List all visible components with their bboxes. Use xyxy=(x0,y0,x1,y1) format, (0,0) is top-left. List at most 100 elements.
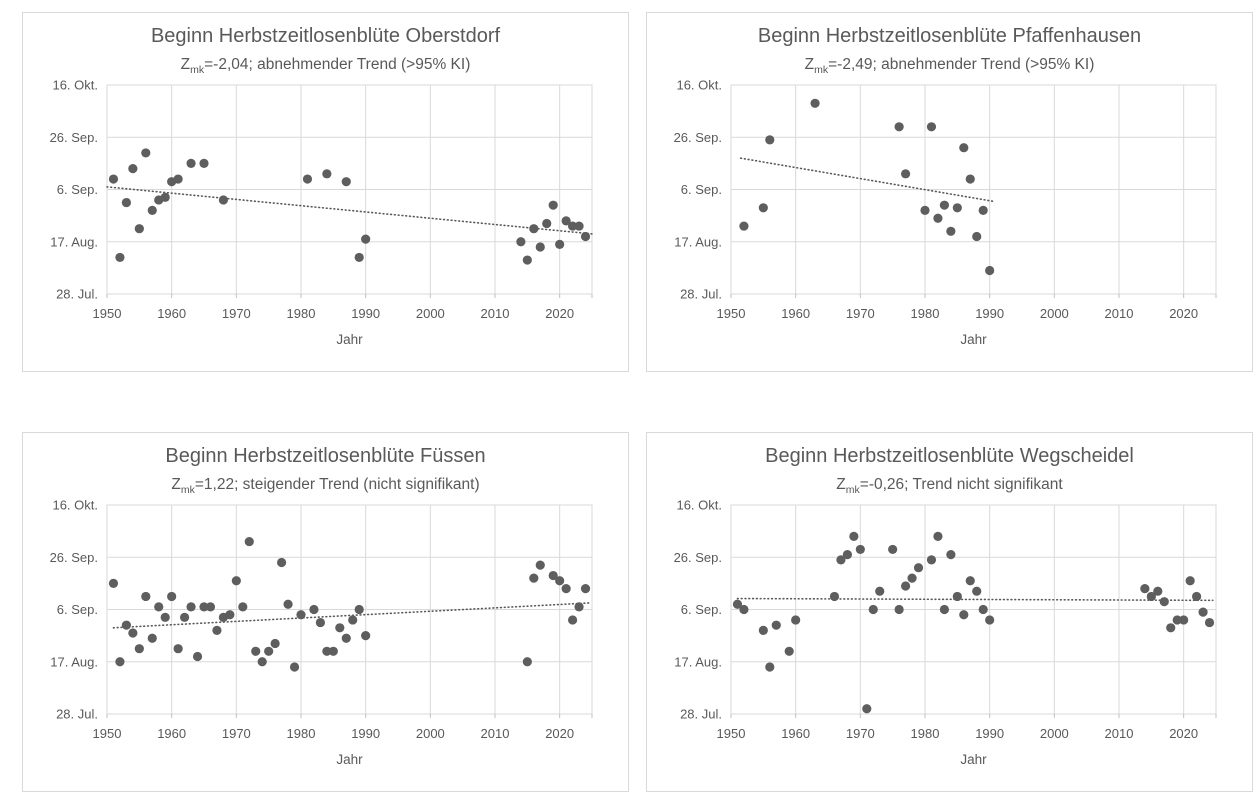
x-axis-tick-label: 2010 xyxy=(1105,726,1134,741)
data-point xyxy=(985,265,995,276)
z-statistic-symbol: Z xyxy=(180,56,191,73)
data-point xyxy=(972,231,982,242)
scatter-plot-oberstdorf: 28. Jul. 17. Aug. 6. Sep. 26. Sep. 16. Okt. 1… xyxy=(50,78,593,347)
data-point xyxy=(354,604,364,615)
data-point xyxy=(765,662,775,672)
y-axis-tick-label: 6. Sep. xyxy=(57,182,98,197)
z-statistic-subscript: mk xyxy=(814,64,829,77)
data-point xyxy=(283,599,293,609)
x-axis-tick-label: 1970 xyxy=(846,306,875,321)
chart-subtitle: Zmk=-2,04; abnehmender Trend (>95% KI) xyxy=(23,56,628,76)
chart-title: Beginn Herbstzeitlosenblüte Pfaffenhause… xyxy=(757,25,1142,47)
x-axis-tick-label: 1990 xyxy=(975,726,1004,741)
z-statistic-subscript: mk xyxy=(845,484,860,497)
x-axis-tick-label: 1950 xyxy=(93,726,122,741)
z-statistic-symbol: Z xyxy=(836,476,846,493)
data-point xyxy=(361,234,371,244)
y-axis-tick-label: 6. Sep. xyxy=(681,602,722,617)
data-point xyxy=(205,602,216,612)
data-point xyxy=(894,122,904,132)
data-point xyxy=(199,602,209,612)
scatter-plot-fuessen: 28. Jul. 17. Aug. 6. Sep. 26. Sep. 16. Okt. 1… xyxy=(50,498,593,767)
y-axis-tick-label: 16. Okt. xyxy=(52,78,98,93)
data-point xyxy=(309,604,319,615)
z-statistic-text: =-0,26; Trend nicht signifikant xyxy=(859,476,1063,493)
chart-panel-fuessen: Beginn Herbstzeitlosenblüte Füssen Zmk=1… xyxy=(22,432,629,792)
y-axis-tick-label: 6. Sep. xyxy=(57,602,98,617)
x-axis-tick-label: 2020 xyxy=(1169,726,1198,741)
chart-title: Beginn Herbstzeitlosenblüte Wegscheidel xyxy=(765,445,1134,467)
data-point xyxy=(568,221,578,231)
z-statistic-symbol: Z xyxy=(804,56,815,73)
data-point xyxy=(108,174,119,184)
data-point xyxy=(322,169,332,179)
y-axis-tick-label: 28. Jul. xyxy=(56,707,98,722)
data-point xyxy=(529,224,539,234)
data-point xyxy=(888,544,898,555)
data-point xyxy=(522,657,532,667)
data-point xyxy=(535,242,545,252)
data-point xyxy=(1198,607,1208,617)
data-point xyxy=(933,213,943,223)
data-point xyxy=(128,628,138,638)
x-axis-tick-label: 1990 xyxy=(975,306,1004,321)
x-axis-tick-label: 1990 xyxy=(351,306,380,321)
trendline xyxy=(106,186,593,235)
data-point xyxy=(548,200,558,210)
y-axis-tick-label: 17. Aug. xyxy=(50,654,98,669)
data-point xyxy=(836,555,846,565)
x-axis-tick-label: 1980 xyxy=(287,726,316,741)
data-point xyxy=(264,646,274,656)
data-point xyxy=(225,610,235,620)
data-point xyxy=(115,252,125,263)
data-point xyxy=(810,98,820,108)
data-point xyxy=(335,623,345,633)
data-point xyxy=(1179,615,1189,625)
trendline xyxy=(112,602,590,629)
y-axis-tick-label: 16. Okt. xyxy=(676,498,722,513)
data-point xyxy=(842,550,852,560)
y-axis-tick-label: 26. Sep. xyxy=(674,550,722,565)
z-statistic-text: =-2,04; abnehmender Trend (>95% KI) xyxy=(204,56,471,73)
data-point xyxy=(160,612,170,622)
data-point xyxy=(561,216,571,226)
data-point xyxy=(901,169,911,179)
x-axis-tick-label: 2020 xyxy=(1169,306,1198,321)
chart-panel-oberstdorf: Beginn Herbstzeitlosenblüte Oberstdorf Z… xyxy=(22,12,629,372)
data-point xyxy=(574,602,584,612)
data-point xyxy=(568,615,578,625)
y-axis-tick-label: 17. Aug. xyxy=(674,234,722,249)
data-point xyxy=(341,633,351,643)
data-point xyxy=(199,158,209,168)
x-axis-tick-label: 2000 xyxy=(416,726,445,741)
data-point xyxy=(167,591,177,602)
data-point xyxy=(561,584,571,594)
x-axis-tick-label: 1980 xyxy=(911,306,940,321)
data-point xyxy=(933,531,943,541)
data-point xyxy=(516,237,526,247)
x-axis-tick-label: 2020 xyxy=(545,306,574,321)
data-point xyxy=(121,620,131,630)
data-point xyxy=(758,203,768,213)
x-axis-tick-label: 2000 xyxy=(1040,306,1069,321)
data-point xyxy=(946,226,956,236)
data-point xyxy=(580,231,591,242)
data-point xyxy=(1204,617,1215,628)
data-point xyxy=(1159,597,1169,607)
data-point xyxy=(173,174,183,184)
data-point xyxy=(978,604,988,615)
data-point xyxy=(212,625,222,635)
data-point xyxy=(1140,584,1150,594)
data-point xyxy=(913,563,924,573)
data-point xyxy=(186,158,196,168)
data-point xyxy=(758,625,768,635)
x-axis-tick-label: 1960 xyxy=(781,306,810,321)
data-point xyxy=(186,602,196,612)
y-axis-tick-label: 17. Aug. xyxy=(50,234,98,249)
data-point xyxy=(926,122,937,132)
data-point xyxy=(952,203,962,213)
data-point xyxy=(894,604,904,615)
y-axis-tick-label: 17. Aug. xyxy=(674,654,722,669)
scatter-plot-wegscheidel: 28. Jul. 17. Aug. 6. Sep. 26. Sep. 16. Okt. 1… xyxy=(674,498,1217,767)
